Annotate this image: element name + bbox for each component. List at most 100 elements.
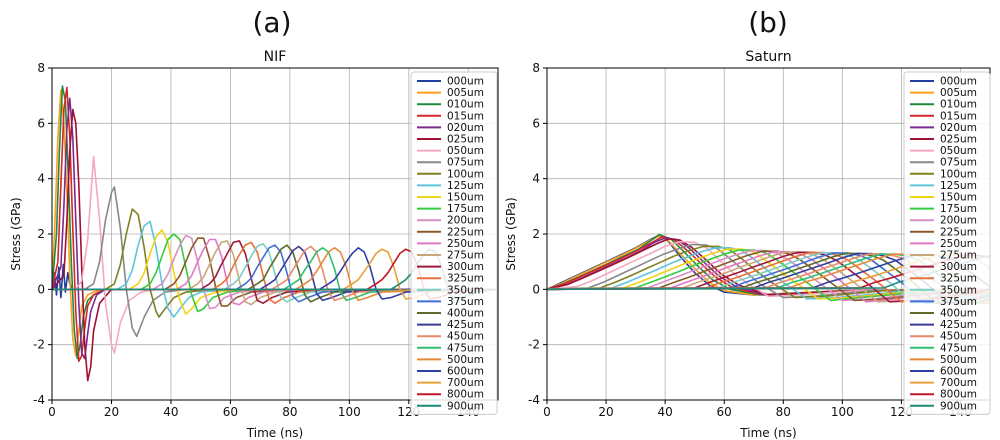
legend-box xyxy=(410,71,498,415)
x-tick-label: 20 xyxy=(104,405,119,419)
legend-entry: 075um xyxy=(447,157,484,169)
legend-entry: 050um xyxy=(447,145,484,157)
legend-entry: 375um xyxy=(940,296,977,308)
legend-entry: 450um xyxy=(447,331,484,343)
legend-entry: 010um xyxy=(940,99,977,111)
legend-entry: 300um xyxy=(940,261,977,273)
legend-entry: 100um xyxy=(447,168,484,180)
series-line-250um xyxy=(547,250,990,303)
x-tick-label: 40 xyxy=(657,405,672,419)
x-tick-label: 20 xyxy=(598,405,613,419)
legend-entry: 175um xyxy=(447,203,484,215)
legend-entry: 500um xyxy=(940,354,977,366)
y-tick-label: 6 xyxy=(532,116,540,130)
y-tick-label: 0 xyxy=(37,282,45,296)
legend-entry: 350um xyxy=(940,284,977,296)
series-line-325um xyxy=(547,251,990,303)
legend-entry: 200um xyxy=(940,215,977,227)
y-tick-label: -4 xyxy=(528,393,540,407)
legend-entry: 425um xyxy=(447,319,484,331)
series-line-450um xyxy=(52,245,498,302)
legend-entry: 025um xyxy=(940,134,977,146)
chart-title: Saturn xyxy=(745,49,791,65)
legend-entry: 150um xyxy=(447,192,484,204)
series-line-225um xyxy=(547,250,990,302)
series-line-050um xyxy=(547,240,990,298)
legend-entry: 325um xyxy=(940,273,977,285)
x-tick-label: 60 xyxy=(223,405,238,419)
series-line-300um xyxy=(547,251,990,303)
legend-entry: 400um xyxy=(940,308,977,320)
y-tick-label: 4 xyxy=(37,172,45,186)
chart-title: NIF xyxy=(264,49,287,65)
y-tick-label: 0 xyxy=(532,282,540,296)
series-line-350um xyxy=(547,252,990,305)
legend-entry: 075um xyxy=(940,157,977,169)
legend-entry: 450um xyxy=(940,331,977,343)
x-axis-label: Time (ns) xyxy=(246,426,303,440)
legend-entry: 900um xyxy=(940,400,977,412)
y-tick-label: -4 xyxy=(33,393,45,407)
y-tick-label: -2 xyxy=(528,338,540,352)
panel-label: (b) xyxy=(748,6,788,39)
series-line-175um xyxy=(547,249,990,302)
legend-entry: 050um xyxy=(940,145,977,157)
series-line-475um xyxy=(52,247,498,302)
series-line-600um xyxy=(52,247,498,300)
legend-entry: 475um xyxy=(447,342,484,354)
legend-entry: 600um xyxy=(447,366,484,378)
y-tick-label: 6 xyxy=(37,116,45,130)
chart-panel-1: (b)Saturn020406080100120140-4-202468Time… xyxy=(504,6,991,440)
legend-entry: 100um xyxy=(940,168,977,180)
legend-entry: 400um xyxy=(447,308,484,320)
legend-entry: 000um xyxy=(940,76,977,88)
legend-entry: 125um xyxy=(447,180,484,192)
legend-entry: 025um xyxy=(447,134,484,146)
x-tick-label: 80 xyxy=(282,405,297,419)
x-tick-label: 100 xyxy=(831,405,854,419)
series-line-150um xyxy=(547,248,990,300)
x-axis-label: Time (ns) xyxy=(739,426,796,440)
legend-entry: 425um xyxy=(940,319,977,331)
y-tick-label: 8 xyxy=(37,61,45,75)
legend-entry: 020um xyxy=(940,122,977,134)
y-tick-label: 2 xyxy=(37,227,45,241)
legend-entry: 250um xyxy=(940,238,977,250)
legend-entry: 350um xyxy=(447,284,484,296)
x-tick-label: 80 xyxy=(776,405,791,419)
legend-entry: 300um xyxy=(447,261,484,273)
legend-entry: 325um xyxy=(447,273,484,285)
legend-entry: 175um xyxy=(940,203,977,215)
legend-entry: 200um xyxy=(447,215,484,227)
legend: 000um005um010um015um020um025um050um075um… xyxy=(410,71,498,415)
legend-entry: 005um xyxy=(940,87,977,99)
legend-entry: 700um xyxy=(447,377,484,389)
y-axis-label: Stress (GPa) xyxy=(9,197,23,270)
y-tick-label: 4 xyxy=(532,172,540,186)
legend-entry: 010um xyxy=(447,99,484,111)
legend-box xyxy=(903,71,991,415)
series-line-075um xyxy=(547,243,990,299)
panel-label: (a) xyxy=(252,6,291,39)
legend-entry: 800um xyxy=(940,389,977,401)
x-tick-label: 60 xyxy=(717,405,732,419)
legend-entry: 375um xyxy=(447,296,484,308)
series-line-125um xyxy=(547,247,990,300)
legend-entry: 225um xyxy=(940,226,977,238)
y-tick-label: -2 xyxy=(33,338,45,352)
series-line-275um xyxy=(547,251,990,303)
x-tick-label: 40 xyxy=(163,405,178,419)
legend-entry: 275um xyxy=(447,250,484,262)
y-axis-label: Stress (GPa) xyxy=(504,197,518,270)
legend-entry: 800um xyxy=(447,389,484,401)
legend-entry: 015um xyxy=(940,110,977,122)
x-tick-label: 0 xyxy=(543,405,551,419)
legend-entry: 475um xyxy=(940,342,977,354)
legend-entry: 000um xyxy=(447,76,484,88)
legend-entry: 015um xyxy=(447,110,484,122)
legend-entry: 600um xyxy=(940,366,977,378)
legend-entry: 150um xyxy=(940,192,977,204)
legend-entry: 700um xyxy=(940,377,977,389)
legend-entry: 275um xyxy=(940,250,977,262)
